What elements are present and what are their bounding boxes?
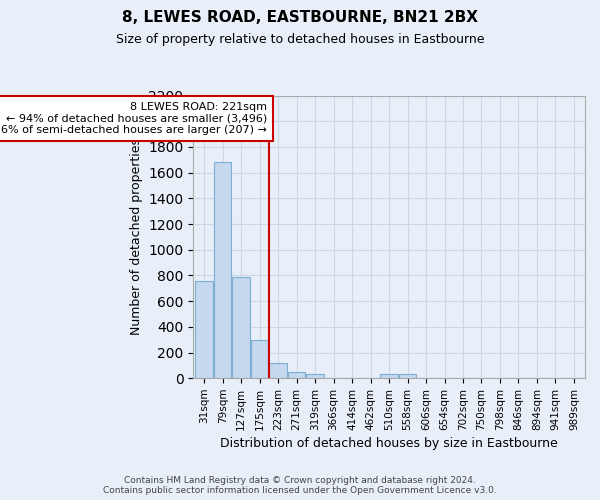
- X-axis label: Distribution of detached houses by size in Eastbourne: Distribution of detached houses by size …: [220, 437, 558, 450]
- Bar: [288, 372, 305, 378]
- Text: 8, LEWES ROAD, EASTBOURNE, BN21 2BX: 8, LEWES ROAD, EASTBOURNE, BN21 2BX: [122, 10, 478, 25]
- Bar: [251, 340, 268, 378]
- Text: 8 LEWES ROAD: 221sqm
← 94% of detached houses are smaller (3,496)
6% of semi-det: 8 LEWES ROAD: 221sqm ← 94% of detached h…: [1, 102, 267, 135]
- Bar: [399, 374, 416, 378]
- Y-axis label: Number of detached properties: Number of detached properties: [130, 138, 143, 336]
- Text: Size of property relative to detached houses in Eastbourne: Size of property relative to detached ho…: [116, 32, 484, 46]
- Bar: [214, 162, 232, 378]
- Bar: [232, 276, 250, 378]
- Bar: [196, 280, 213, 378]
- Bar: [380, 374, 398, 378]
- Bar: [269, 364, 287, 378]
- Bar: [307, 374, 324, 378]
- Text: Contains HM Land Registry data © Crown copyright and database right 2024.
Contai: Contains HM Land Registry data © Crown c…: [103, 476, 497, 495]
